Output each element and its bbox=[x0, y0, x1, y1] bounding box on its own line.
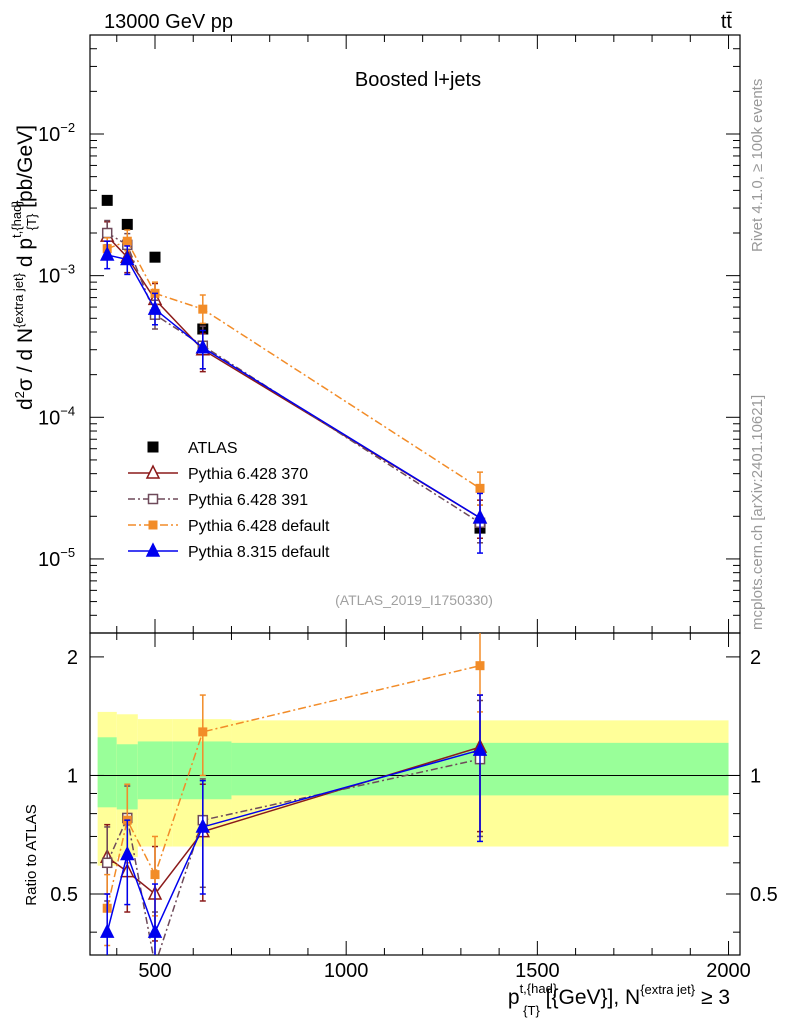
ratio-series bbox=[99, 633, 488, 955]
y-tick-label: 10−4 bbox=[38, 403, 75, 429]
x-tick-label: 500 bbox=[138, 960, 171, 982]
rivet-label: Rivet 4.1.0, ≥ 100k events bbox=[749, 79, 766, 252]
point-pythia-6-428-default bbox=[475, 483, 485, 493]
uncertainty-band-inner bbox=[116, 744, 138, 810]
point-pythia-8-315-default bbox=[195, 818, 211, 833]
main-y-axis-title: d2σ / d N{extra jet} d pt,{had}{T} [pb/G… bbox=[9, 125, 39, 410]
ratio-y-tick-label: 2 bbox=[67, 647, 78, 669]
ratio-y-tick-label-right: 0.5 bbox=[750, 884, 778, 906]
point-pythia-6-428-default bbox=[475, 661, 485, 671]
x-tick-label: 1000 bbox=[324, 960, 369, 982]
uncertainty-band-inner bbox=[172, 741, 232, 800]
header-right: tt̄ bbox=[721, 11, 733, 33]
point-pythia-8-315-default bbox=[147, 300, 163, 315]
point-pythia-8-315-default bbox=[99, 923, 115, 938]
point-pythia-8-315-default bbox=[472, 509, 488, 524]
point-atlas bbox=[149, 251, 161, 263]
y-tick-label: 10−3 bbox=[38, 262, 75, 288]
uncertainty-band-inner bbox=[137, 741, 173, 800]
main-series bbox=[99, 194, 488, 554]
legend-marker-pythia-6-428-default bbox=[148, 520, 158, 530]
point-pythia-8-315-default bbox=[195, 339, 211, 354]
point-pythia-6-428-391 bbox=[101, 227, 113, 239]
y-tick-label: 10−2 bbox=[38, 120, 75, 146]
legend-label-pythia-6-428-default: Pythia 6.428 default bbox=[188, 518, 330, 535]
svg-text:pt,{had}{T} [{GeV}], N{extra j: pt,{had} {T} [{GeV}], N{extra jet} ≥ 3 bbox=[508, 981, 730, 1018]
legend-label-pythia-6-428-391: Pythia 6.428 391 bbox=[188, 492, 308, 509]
legend-label-pythia-6-428-370: Pythia 6.428 370 bbox=[188, 466, 308, 483]
point-pythia-6-428-default bbox=[198, 727, 208, 737]
x-tick-label: 2000 bbox=[706, 960, 751, 982]
ratio-y-tick-label: 0.5 bbox=[50, 884, 78, 906]
ratio-panel: 0.5 0.5 1 1 2 2 500 1000 1500 2000 Ratio to ATLAS… bbox=[23, 632, 778, 1018]
ratio-frame bbox=[89, 632, 741, 956]
ratio-y-tick-label-right: 1 bbox=[750, 765, 761, 787]
point-pythia-8-315-default bbox=[120, 845, 135, 861]
ratio-bands bbox=[97, 711, 729, 866]
main-panel: Boosted l+jets (ATLAS_2019_I1750330) 10−… bbox=[9, 34, 741, 634]
legend-marker-atlas bbox=[147, 441, 159, 453]
point-pythia-8-315-default bbox=[120, 250, 135, 266]
main-title: Boosted l+jets bbox=[355, 69, 481, 91]
ratio-y-tick-label-right: 2 bbox=[750, 647, 761, 669]
point-atlas bbox=[121, 218, 133, 230]
point-pythia-6-428-default bbox=[198, 304, 208, 314]
point-pythia-6-428-default bbox=[150, 870, 160, 880]
point-pythia-8-315-default bbox=[147, 923, 163, 938]
svg-text:d2σ / d N{extra jet} d pt,{had: d2σ / d N{extra jet} d pt,{had}{T} [pb/G… bbox=[9, 125, 39, 410]
x-axis-title: pt,{had} {T} [{GeV}], N{extra jet} ≥ 3 bbox=[508, 981, 730, 1018]
legend-marker-pythia-6-428-391 bbox=[147, 493, 159, 505]
uncertainty-band-inner bbox=[97, 737, 117, 808]
main-axes: 10−5 10−4 10−3 10−2 bbox=[38, 34, 741, 634]
point-pythia-8-315-default bbox=[99, 246, 115, 261]
legend-marker-pythia-8-315-default bbox=[145, 542, 161, 557]
series-line-pythia-6-428-default bbox=[106, 240, 481, 489]
ratio-y-tick-label: 1 bbox=[67, 765, 78, 787]
mcplots-label: mcplots.cern.ch [arXiv:2401.10621] bbox=[749, 395, 766, 630]
point-pythia-6-428-391 bbox=[101, 857, 113, 869]
legend-label-pythia-8-315-default: Pythia 8.315 default bbox=[188, 544, 330, 561]
ratio-y-axis-title: Ratio to ATLAS bbox=[23, 804, 40, 905]
watermark: (ATLAS_2019_I1750330) bbox=[335, 592, 493, 608]
point-pythia-6-428-default bbox=[122, 236, 132, 246]
point-atlas bbox=[101, 194, 113, 206]
legend: ATLAS Pythia 6.428 370 Pythia 6.428 391 Pyt… bbox=[128, 440, 330, 561]
legend-marker-pythia-6-428-370 bbox=[145, 464, 161, 479]
header-left: 13000 GeV pp bbox=[104, 11, 233, 33]
legend-label-atlas: ATLAS bbox=[188, 440, 238, 457]
x-tick-label: 1500 bbox=[515, 960, 560, 982]
point-pythia-8-315-default bbox=[472, 741, 488, 756]
y-tick-label: 10−5 bbox=[38, 545, 75, 571]
series-line-pythia-6-428-391 bbox=[106, 758, 481, 955]
